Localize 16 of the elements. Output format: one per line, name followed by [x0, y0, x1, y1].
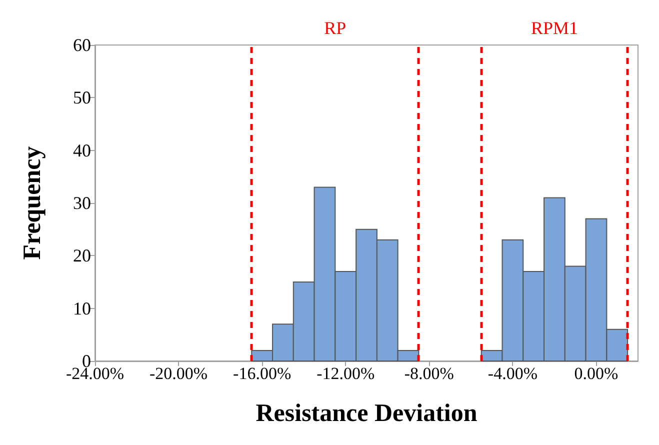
y-tick-label: 30: [73, 193, 91, 213]
x-tick-label: -20.00%: [150, 364, 208, 383]
text: RPM1: [530, 18, 578, 38]
text: RP: [324, 18, 346, 38]
y-tick-label: 60: [73, 35, 91, 55]
x-tick-label: 0.00%: [574, 364, 618, 383]
y-axis-title: Frequency: [19, 146, 46, 260]
x-tick-label: -8.00%: [404, 364, 454, 383]
y-tick-label: 10: [73, 298, 91, 318]
y-tick-label: 50: [73, 88, 91, 108]
y-tick-label: 40: [73, 140, 91, 160]
x-axis-title: Resistance Deviation: [256, 400, 478, 427]
x-tick-label: -4.00%: [488, 364, 538, 383]
x-tick-label: -12.00%: [316, 364, 375, 383]
y-tick-label: 20: [73, 246, 91, 266]
x-tick-label: -16.00%: [233, 364, 292, 383]
